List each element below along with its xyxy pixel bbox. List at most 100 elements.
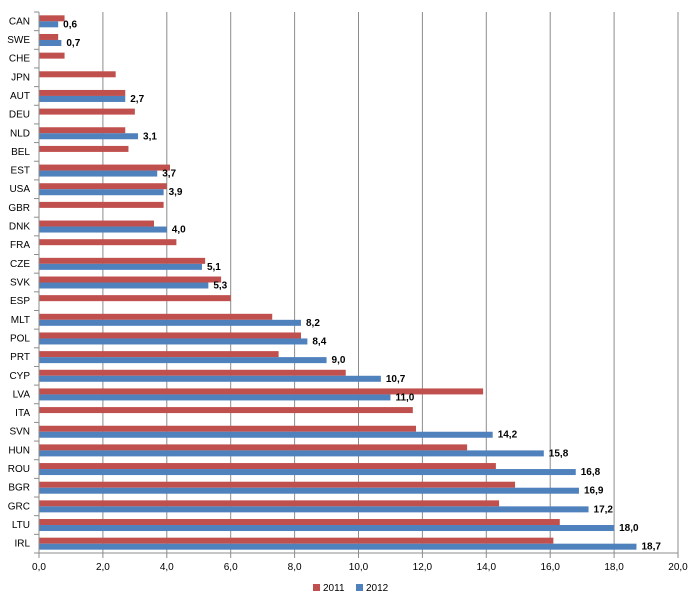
bar-2012 — [39, 487, 579, 494]
y-tick-label: DEU — [9, 110, 30, 121]
x-tick-label: 16,0 — [540, 562, 560, 573]
y-tick-label: IRL — [14, 539, 30, 550]
bar-2011 — [39, 15, 65, 22]
y-tick-label: HUN — [8, 445, 30, 456]
legend-label-2011: 2011 — [323, 583, 345, 594]
bar-2012 — [39, 450, 544, 457]
bar-2011 — [39, 127, 126, 134]
bar-2011 — [39, 276, 222, 283]
data-label-2012: 5,1 — [207, 262, 221, 273]
data-label-2012: 10,7 — [386, 374, 406, 385]
bar-2012 — [39, 375, 381, 382]
y-tick-label: GRC — [8, 501, 30, 512]
y-tick-label: EST — [11, 166, 30, 177]
data-label-2012: 15,8 — [549, 448, 569, 459]
bar-2012 — [39, 338, 308, 345]
y-tick-label: SWE — [7, 35, 30, 46]
bar-2011 — [39, 145, 129, 152]
data-label-2012: 4,0 — [172, 225, 186, 236]
y-tick-label: CZE — [10, 259, 30, 270]
bar-2012 — [39, 525, 615, 532]
data-label-2012: 14,2 — [498, 430, 518, 441]
bar-2011 — [39, 164, 170, 171]
x-tick-label: 20,0 — [668, 562, 688, 573]
bar-2011 — [39, 519, 560, 526]
data-label-2012: 3,9 — [169, 187, 183, 198]
bar-2012 — [39, 506, 589, 513]
y-tick-label: ROU — [8, 464, 30, 475]
data-label-2012: 3,7 — [162, 169, 176, 180]
bar-2011 — [39, 444, 468, 451]
y-tick-label: BGR — [8, 483, 30, 494]
y-tick-label: POL — [10, 333, 30, 344]
data-label-2012: 2,7 — [130, 94, 144, 105]
y-tick-label: BEL — [11, 147, 30, 158]
legend: 2011 2012 — [313, 583, 389, 594]
bar-2011 — [39, 52, 65, 59]
x-tick-label: 8,0 — [288, 562, 302, 573]
bar-2011 — [39, 369, 346, 376]
bar-2012 — [39, 39, 62, 46]
y-tick-label: CYP — [9, 371, 30, 382]
bar-2011 — [39, 463, 496, 470]
y-tick-label: LTU — [12, 520, 30, 531]
x-tick-label: 6,0 — [224, 562, 238, 573]
bar-2011 — [39, 201, 164, 208]
data-label-2012: 8,2 — [306, 318, 320, 329]
bar-2012 — [39, 357, 327, 364]
data-label-2012: 0,7 — [66, 38, 80, 49]
x-tick-label: 2,0 — [96, 562, 110, 573]
bar-2012 — [39, 170, 158, 177]
bar-2012 — [39, 133, 139, 140]
y-tick-label: DNK — [9, 222, 30, 233]
data-label-2012: 18,7 — [641, 542, 661, 553]
y-tick-label: FRA — [10, 240, 30, 251]
data-label-2012: 0,6 — [63, 19, 77, 30]
data-label-2012: 17,2 — [594, 504, 614, 515]
data-label-2012: 9,0 — [332, 355, 346, 366]
y-tick-label: SVN — [9, 427, 30, 438]
y-tick-label: JPN — [11, 72, 30, 83]
x-tick-label: 18,0 — [604, 562, 624, 573]
bar-2011 — [39, 537, 554, 544]
bar-2011 — [39, 239, 177, 246]
y-tick-label: MLT — [11, 315, 30, 326]
bar-2011 — [39, 71, 116, 78]
legend-label-2012: 2012 — [366, 583, 389, 594]
legend-swatch-2011 — [313, 584, 320, 591]
y-tick-label: ITA — [15, 408, 30, 419]
axes — [34, 11, 679, 558]
bar-2011 — [39, 295, 231, 302]
bar-2011 — [39, 313, 273, 320]
bar-2011 — [39, 425, 417, 432]
bar-2011 — [39, 388, 484, 395]
y-tick-label: LVA — [13, 389, 31, 400]
y-tick-label: CAN — [9, 16, 30, 27]
x-tick-label: 4,0 — [160, 562, 174, 573]
data-label-2012: 11,0 — [395, 392, 414, 403]
bar-2011 — [39, 481, 516, 488]
data-label-2012: 5,3 — [213, 281, 227, 292]
bar-2011 — [39, 500, 500, 507]
bar-2012 — [39, 189, 164, 196]
y-tick-label: NLD — [10, 128, 30, 139]
bar-2012 — [39, 543, 637, 550]
bar-2012 — [39, 95, 126, 102]
y-tick-label: GBR — [8, 203, 30, 214]
bar-2011 — [39, 257, 206, 264]
x-tick-label: 0,0 — [32, 562, 46, 573]
bar-2012 — [39, 282, 209, 289]
bar-2012 — [39, 319, 301, 326]
x-tick-label: 14,0 — [477, 562, 497, 573]
y-tick-label: AUT — [10, 91, 30, 102]
bar-2012 — [39, 469, 576, 476]
bar-2011 — [39, 183, 167, 190]
data-label-2012: 16,9 — [584, 486, 604, 497]
labels: 0,0 2,0 4,0 6,0 8,0 10,0 12,0 14,0 16,0 18,0 20,0 C… — [7, 16, 688, 573]
y-tick-label: USA — [9, 184, 30, 195]
y-tick-label: ESP — [10, 296, 30, 307]
bar-2012 — [39, 226, 167, 233]
bar-2011 — [39, 407, 413, 414]
